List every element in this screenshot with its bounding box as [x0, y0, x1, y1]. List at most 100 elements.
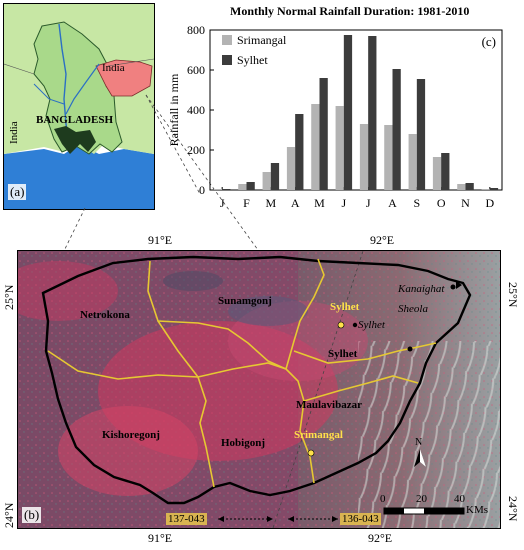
lat-label-left-25: 25°N — [2, 284, 16, 310]
station-marker-sylhet — [337, 321, 345, 329]
city-marker-kanaighat — [450, 284, 456, 290]
bar-sylhet-9 — [441, 153, 450, 190]
lon-label-top-91: 91°E — [148, 233, 173, 247]
legend-label-sylhet: Sylhet — [237, 53, 268, 67]
river-2 — [65, 63, 100, 115]
border-line — [4, 63, 35, 75]
satellite-map: Netrokona Sunamgonj Sylhet Maulavibazar … — [17, 250, 501, 529]
panel-tag-c: (c) — [482, 34, 496, 49]
bar-srimangal-2 — [262, 172, 271, 190]
lat-label-left-24: 24°N — [2, 502, 16, 528]
x-tick-label: J — [220, 196, 225, 210]
arrowhead — [267, 516, 273, 522]
bar-sylhet-11 — [489, 188, 499, 190]
district-label-netrokona: Netrokona — [80, 309, 130, 321]
legend-swatch-sylhet — [222, 55, 232, 65]
bar-srimangal-5 — [335, 106, 344, 190]
panel-tag-b: (b) — [22, 507, 42, 523]
y-axis-label: Rainfall in mm — [167, 73, 181, 146]
north-label: N — [415, 437, 423, 448]
chart-title: Monthly Normal Rainfall Duration: 1981-2… — [230, 4, 470, 18]
bar-srimangal-10 — [457, 184, 466, 190]
sea-shape — [4, 144, 154, 209]
bar-srimangal-3 — [286, 147, 296, 190]
y-tick-label: 600 — [187, 63, 205, 77]
y-tick-label: 200 — [187, 143, 205, 157]
x-tick-label: F — [243, 196, 250, 210]
district-line-hobigonj-east — [299, 400, 315, 484]
x-tick-label: A — [388, 196, 397, 210]
arrowhead — [332, 516, 338, 522]
y-tick-label: 0 — [199, 183, 205, 197]
vegetation-patch — [18, 261, 118, 321]
district-line-sylhet-south — [293, 342, 437, 364]
inset-map-svg — [4, 4, 154, 209]
lon-label-top-92: 92°E — [370, 233, 395, 247]
wetland — [163, 271, 223, 291]
scale-tick-0: 0 — [380, 493, 386, 505]
station-label-srimangal: Srimangal — [294, 429, 343, 441]
border-line — [107, 58, 154, 67]
flow-arrow — [456, 281, 462, 289]
scale-bar-segment — [384, 508, 404, 514]
inset-country-label: BANGLADESH — [36, 114, 114, 126]
lon-label-bottom-92: 92°E — [368, 531, 393, 545]
rainfall-chart: Monthly Normal Rainfall Duration: 1981-2… — [160, 0, 522, 222]
inset-map-bangladesh: India BANGLADESH India (a) — [3, 3, 155, 210]
x-tick-label: O — [437, 196, 446, 210]
x-tick-label: D — [485, 196, 494, 210]
district-line-hobigonj-north — [197, 362, 305, 402]
river-3 — [33, 83, 65, 105]
district-label-sylhet: Sylhet — [328, 348, 358, 360]
district-line-sunamgonj — [147, 260, 287, 370]
x-tick-label: A — [291, 196, 300, 210]
panel-tag-a: (a) — [8, 184, 27, 200]
district-line-kishoregonj — [157, 320, 215, 488]
bar-sylhet-8 — [416, 79, 426, 190]
x-tick-label: N — [461, 196, 470, 210]
district-line-sylhet-west — [285, 258, 325, 370]
bar-sylhet-0 — [222, 189, 231, 190]
hill-ridges — [358, 341, 500, 528]
scale-unit: KMs — [466, 504, 489, 516]
bar-srimangal-1 — [238, 184, 247, 190]
legend-swatch-srimangal — [222, 35, 232, 45]
arrowhead — [218, 516, 224, 522]
city-label-sylhet: Sylhet — [358, 319, 385, 331]
tile-label-137-043: 137-043 — [166, 513, 207, 525]
bar-sylhet-2 — [270, 163, 280, 190]
station-label-sylhet: Sylhet — [330, 301, 360, 313]
district-label-hobigonj: Hobigonj — [221, 437, 266, 449]
scale-tick-40: 40 — [454, 493, 465, 505]
district-line-netrokona — [47, 350, 199, 380]
lat-label-right-24: 24°N — [506, 496, 520, 522]
bar-srimangal-7 — [384, 125, 393, 190]
bar-sylhet-7 — [392, 69, 401, 190]
x-tick-label: J — [341, 196, 346, 210]
bar-srimangal-11 — [481, 189, 490, 190]
bar-sylhet-1 — [246, 182, 255, 190]
x-tick-label: M — [314, 196, 325, 210]
bar-srimangal-9 — [432, 157, 442, 190]
study-area-boundary — [41, 255, 472, 505]
district-label-kishoregonj: Kishoregonj — [102, 429, 160, 441]
bar-srimangal-0 — [213, 189, 223, 190]
x-tick-label: S — [413, 196, 420, 210]
scale-tick-20: 20 — [416, 493, 427, 505]
study-area-highlight — [95, 59, 153, 97]
bar-srimangal-4 — [311, 104, 320, 190]
connector-line-mid — [145, 94, 201, 195]
scene-boundary-line — [272, 251, 364, 528]
arrowhead — [288, 516, 294, 522]
district-label-maulavibazar: Maulavibazar — [296, 399, 362, 411]
lon-label-bottom-91: 91°E — [148, 531, 173, 545]
city-label-kanaighat: Kanaighat — [398, 283, 445, 295]
lat-label-right-25: 25°N — [506, 282, 520, 308]
bar-sylhet-5 — [343, 35, 353, 190]
wetland — [228, 296, 308, 326]
chart-bars — [213, 35, 499, 190]
city-marker-sylhet — [352, 322, 358, 328]
district-label-sunamgonj: Sunamgonj — [218, 295, 272, 307]
